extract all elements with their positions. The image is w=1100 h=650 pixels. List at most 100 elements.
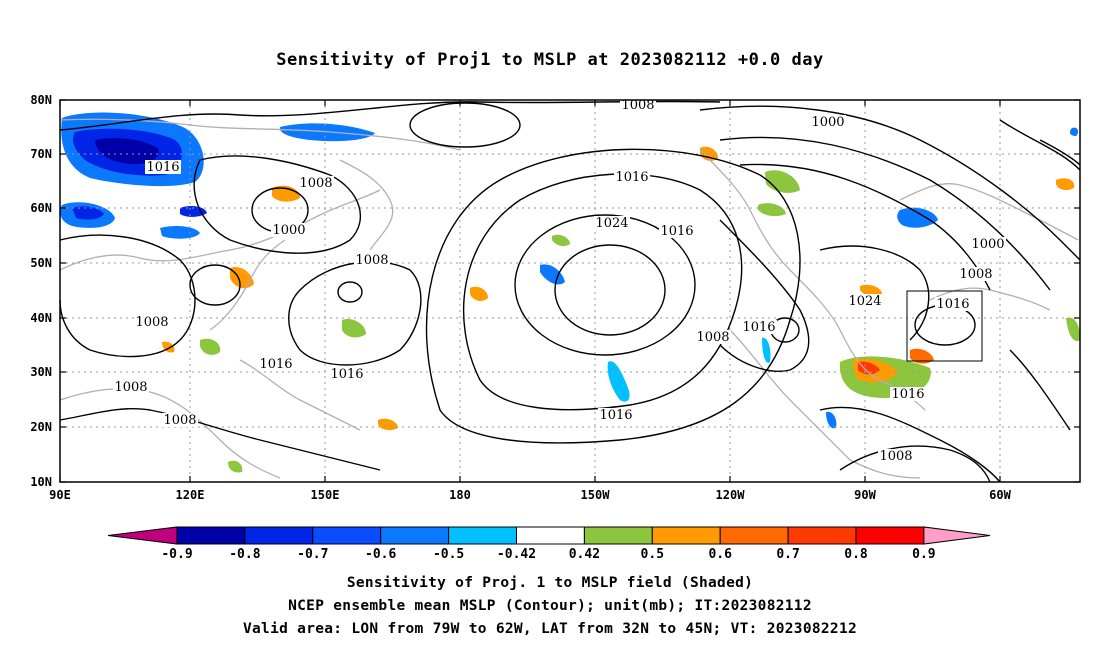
contour-label: 1016: [598, 408, 634, 423]
svg-text:1008: 1008: [959, 267, 992, 282]
contour-label: 1016: [935, 297, 971, 312]
colorbar-label: -0.7: [297, 547, 328, 562]
colorbar-segment: [651, 526, 721, 545]
lon-label: 180: [449, 488, 471, 502]
colorbar-segment: [787, 526, 857, 545]
svg-text:1016: 1016: [936, 297, 969, 312]
colorbar-segment: [176, 526, 246, 545]
lat-label: 10N: [30, 475, 52, 489]
svg-text:1000: 1000: [811, 115, 844, 130]
svg-text:1008: 1008: [621, 98, 654, 113]
colorbar-label: 0.8: [844, 547, 868, 562]
colorbar-label: -0.6: [365, 547, 396, 562]
colorbar-segment: [448, 526, 518, 545]
contour-label: 1016: [659, 224, 695, 239]
contour-label: 1000: [970, 237, 1006, 252]
svg-text:1024: 1024: [595, 216, 628, 231]
negative-blob-5: [180, 205, 207, 217]
positive-blob-9: [758, 203, 786, 217]
contour-label: 1016: [741, 320, 777, 335]
contour-labels: 1008 1016 1008 1000 1008 1008 1008 1008 1016 1016…: [113, 98, 1006, 464]
lat-label: 50N: [30, 256, 52, 270]
contour-label: 1000: [271, 223, 307, 238]
contour-label: 1000: [810, 115, 846, 130]
colorbar-label: -0.8: [229, 547, 260, 562]
colorbar-segment: [516, 526, 585, 545]
negative-blob-11: [1069, 127, 1079, 136]
caption-line-3: Valid area: LON from 79W to 62W, LAT fro…: [242, 621, 858, 637]
lon-label: 150W: [581, 488, 611, 502]
positive-blob-4: [230, 266, 254, 289]
negative-blob-6: [897, 207, 938, 228]
colorbar-segment: [855, 526, 925, 545]
positive-blob-17: [228, 460, 243, 473]
contour-label: 1016: [890, 387, 926, 402]
lon-label: 60W: [989, 488, 1011, 502]
lon-label: 90E: [49, 488, 71, 502]
colorbar-segment: [719, 526, 789, 545]
svg-text:1008: 1008: [696, 330, 729, 345]
sensitivity-shading: [60, 112, 1080, 473]
negative-blob-8: [607, 361, 630, 402]
lat-label: 20N: [30, 420, 52, 434]
colorbar-label: -0.9: [161, 547, 192, 562]
svg-text:1016: 1016: [259, 357, 292, 372]
contour-label: 1016: [145, 160, 181, 175]
svg-text:1024: 1024: [848, 294, 881, 309]
negative-blob-2-core: [72, 206, 104, 220]
colorbar-label: 0.5: [641, 547, 664, 562]
svg-text:1016: 1016: [146, 160, 179, 175]
svg-text:1016: 1016: [742, 320, 775, 335]
svg-text:1008: 1008: [299, 176, 332, 191]
colorbar-label: -0.5: [433, 547, 464, 562]
svg-text:1016: 1016: [599, 408, 632, 423]
svg-text:1008: 1008: [135, 315, 168, 330]
colorbar-label: 0.6: [708, 547, 732, 562]
positive-blob-7: [470, 286, 488, 301]
svg-text:1016: 1016: [615, 170, 648, 185]
lat-label: 40N: [30, 311, 52, 325]
caption-line-2: NCEP ensemble mean MSLP (Contour); unit(…: [288, 598, 812, 614]
contour-label: 1016: [614, 170, 650, 185]
lon-label: 150E: [311, 488, 340, 502]
negative-blob-1-inner: [95, 138, 159, 165]
svg-text:1008: 1008: [163, 413, 196, 428]
contour-label: 1016: [258, 357, 294, 372]
colorbar-segment: [583, 526, 653, 545]
positive-blob-16: [378, 418, 398, 431]
negative-blob-4: [160, 225, 200, 239]
negative-blob-7: [540, 264, 565, 285]
svg-text:1008: 1008: [879, 449, 912, 464]
caption-line-1: Sensitivity of Proj. 1 to MSLP field (Sh…: [346, 575, 754, 591]
colorbar-segment: [244, 526, 314, 545]
positive-blob-11: [1066, 317, 1080, 342]
contour-label: 1008: [695, 330, 731, 345]
contour-label: 1008: [354, 253, 390, 268]
contour-label: 1024: [594, 216, 630, 231]
mslp-contours: [59, 100, 1081, 483]
negative-blob-9: [762, 337, 771, 363]
valid-area-box: [906, 290, 983, 362]
colorbar-label: 0.42: [569, 547, 600, 562]
positive-blob-1-hot: [858, 361, 880, 375]
colorbar: -0.9 -0.8 -0.7 -0.6 -0.5 -0.42 0.42 0.5 0.6 0.7 0.…: [107, 526, 991, 562]
lat-label: 70N: [30, 147, 52, 161]
positive-blob-2: [910, 348, 934, 364]
colorbar-label: 0.7: [776, 547, 799, 562]
contour-label: 1024: [847, 294, 883, 309]
contour-label: 1008: [134, 315, 170, 330]
contour-label: 1008: [113, 380, 149, 395]
lat-label: 30N: [30, 365, 52, 379]
lon-label: 120E: [176, 488, 205, 502]
colorbar-label: 0.9: [912, 547, 935, 562]
colorbar-segment: [380, 526, 450, 545]
longitude-axis: 90E 120E 150E 180 150W 120W 90W 60W: [49, 100, 1012, 502]
contour-label: 1008: [878, 449, 914, 464]
positive-blob-13: [552, 234, 570, 247]
map-frame: [59, 99, 1081, 483]
positive-blob-12: [1056, 178, 1075, 191]
positive-blob-3: [765, 170, 800, 193]
negative-blob-10: [826, 411, 837, 429]
svg-text:1016: 1016: [891, 387, 924, 402]
contour-label: 1016: [329, 367, 365, 382]
